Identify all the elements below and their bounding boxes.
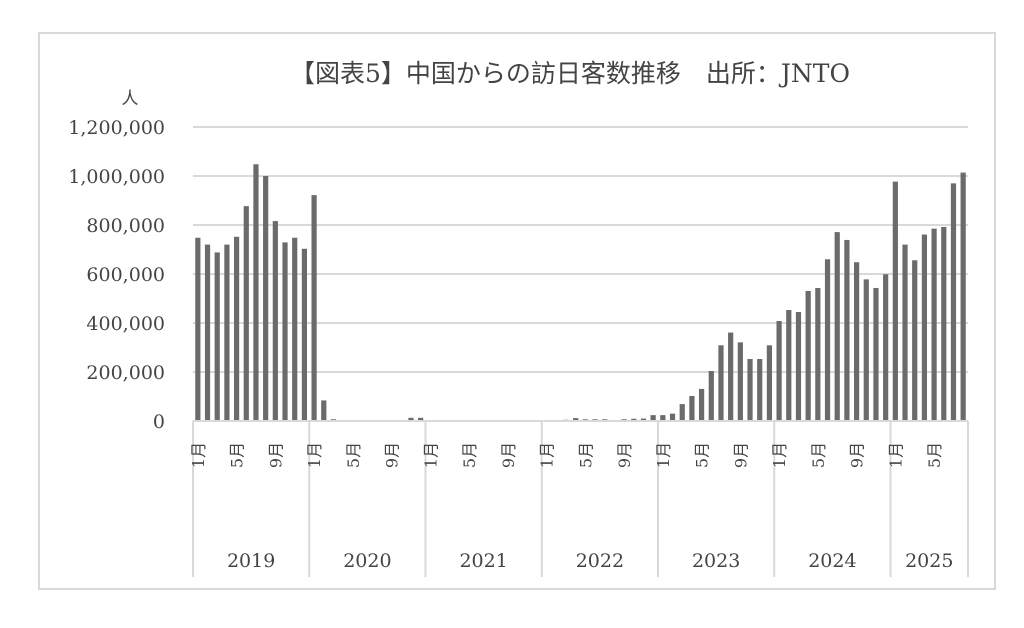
y-tick-label: 0 (153, 411, 165, 433)
bar (960, 172, 966, 421)
bar (640, 418, 647, 421)
month-tick-label: 1月 (421, 442, 440, 468)
bar (824, 259, 831, 421)
month-tick-label: 5月 (693, 442, 712, 468)
bar (795, 311, 802, 421)
bar (834, 232, 840, 421)
bar (873, 287, 879, 421)
month-tick-label: 5月 (809, 442, 828, 468)
bar (902, 244, 908, 421)
month-tick-label: 1月 (886, 442, 905, 468)
bar (941, 226, 947, 421)
bar (282, 242, 288, 421)
bar (408, 417, 414, 421)
bar (853, 262, 860, 421)
year-label: 2024 (808, 550, 856, 572)
year-label: 2021 (459, 550, 507, 572)
bar (892, 181, 898, 421)
y-axis-label: 人 (122, 89, 139, 109)
bar (931, 228, 937, 421)
bar (737, 342, 743, 421)
bar (321, 400, 327, 421)
bar (253, 164, 259, 422)
year-label: 2019 (227, 550, 275, 572)
bar (631, 418, 637, 421)
y-tick-label: 800,000 (86, 215, 165, 237)
bar (243, 206, 249, 421)
year-label: 2023 (692, 550, 740, 572)
bar (573, 418, 579, 421)
month-tick-label: 9月 (615, 442, 634, 468)
chart-frame (38, 32, 996, 590)
y-tick-label: 1,200,000 (68, 117, 165, 139)
month-tick-label: 5月 (344, 442, 363, 468)
year-label: 2020 (343, 550, 391, 572)
y-tick-label: 1,000,000 (68, 166, 165, 188)
bar (301, 248, 308, 421)
bar (689, 396, 695, 421)
y-tick-label: 600,000 (86, 264, 165, 286)
bar (844, 239, 850, 421)
chart-title: 【図表5】中国からの訪日客数推移 出所：JNTO (290, 59, 850, 88)
y-tick-label: 200,000 (86, 362, 165, 384)
bar (766, 345, 773, 421)
bar (815, 287, 821, 421)
bar (728, 332, 734, 421)
bar (263, 176, 269, 421)
year-label: 2022 (576, 550, 624, 572)
bar (747, 359, 753, 421)
month-tick-label: 1月 (770, 442, 789, 468)
bar (708, 371, 714, 421)
bar (950, 183, 957, 421)
year-label: 2025 (905, 550, 953, 572)
bar (214, 252, 220, 421)
month-tick-label: 9月 (499, 442, 518, 468)
bar (757, 359, 763, 421)
bar (272, 221, 278, 421)
y-tick-label: 400,000 (86, 313, 165, 335)
month-tick-label: 1月 (305, 442, 324, 468)
bar (921, 234, 928, 421)
bar (863, 279, 869, 421)
month-tick-label: 1月 (654, 442, 673, 468)
month-tick-label: 5月 (925, 442, 944, 468)
bar (650, 415, 656, 421)
bar (698, 388, 705, 421)
bar (776, 321, 782, 421)
bar (195, 237, 201, 421)
month-tick-label: 5月 (576, 442, 595, 468)
bar (311, 195, 317, 421)
month-tick-label: 5月 (460, 442, 479, 468)
bar (224, 244, 230, 421)
month-tick-label: 1月 (189, 442, 208, 468)
month-tick-label: 5月 (228, 442, 247, 468)
bar (718, 345, 724, 421)
month-tick-label: 1月 (538, 442, 557, 468)
bar (233, 236, 240, 421)
month-tick-label: 9月 (848, 442, 867, 468)
month-tick-label: 9月 (731, 442, 750, 468)
bar (679, 404, 685, 421)
bar (204, 244, 211, 421)
month-tick-label: 9月 (266, 442, 285, 468)
bar (669, 413, 676, 421)
bar (292, 237, 298, 421)
bar (912, 260, 918, 421)
bar (660, 415, 666, 421)
bar (883, 274, 889, 421)
bar (786, 310, 792, 421)
bar (418, 417, 424, 421)
bar (805, 290, 811, 421)
month-tick-label: 9月 (383, 442, 402, 468)
